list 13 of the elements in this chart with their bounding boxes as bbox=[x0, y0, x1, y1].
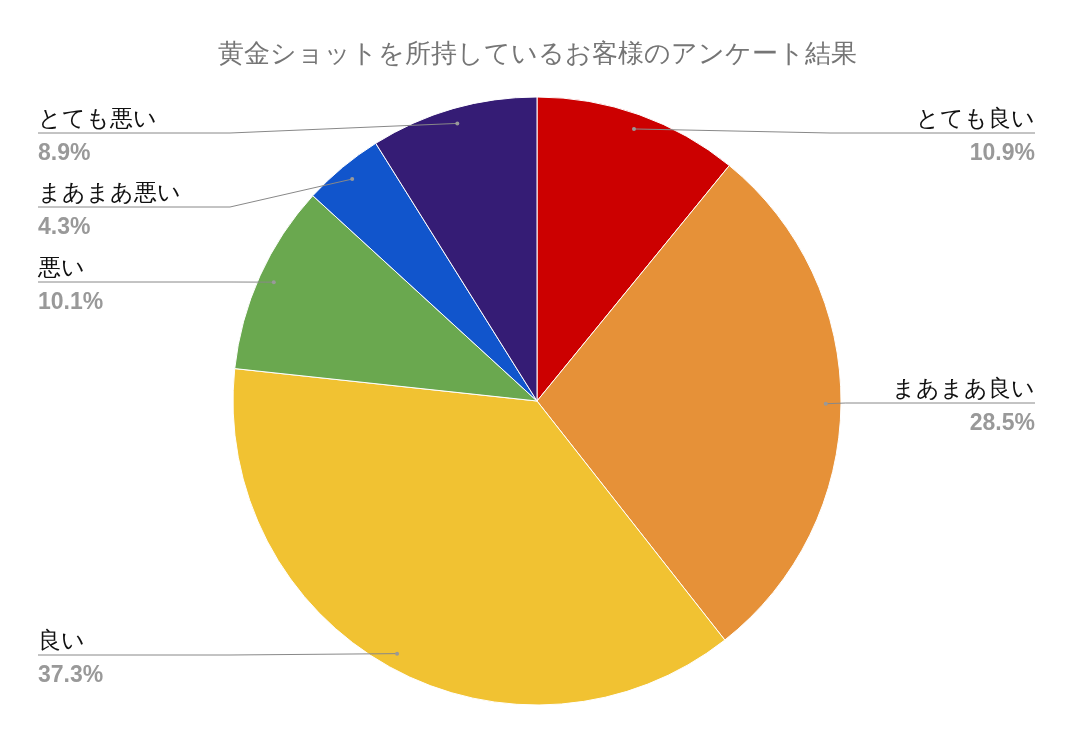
slice-label: とても悪い bbox=[38, 105, 157, 131]
data-label: 8.9% bbox=[38, 139, 91, 165]
title: 黄金ショットを所持しているお客様のアンケート結果 bbox=[217, 38, 857, 68]
slice-label: 悪い bbox=[37, 254, 85, 280]
slice-label: 良い bbox=[38, 627, 85, 653]
data-label: 37.3% bbox=[38, 661, 104, 687]
data-label: 10.1% bbox=[38, 288, 104, 314]
data-label: 28.5% bbox=[969, 409, 1035, 435]
slice-label: とても良い bbox=[916, 105, 1035, 131]
slice-label: まあまあ良い bbox=[892, 375, 1035, 401]
slice-label: まあまあ悪い bbox=[38, 179, 181, 205]
data-label: 4.3% bbox=[38, 213, 91, 239]
data-label: 10.9% bbox=[969, 139, 1035, 165]
